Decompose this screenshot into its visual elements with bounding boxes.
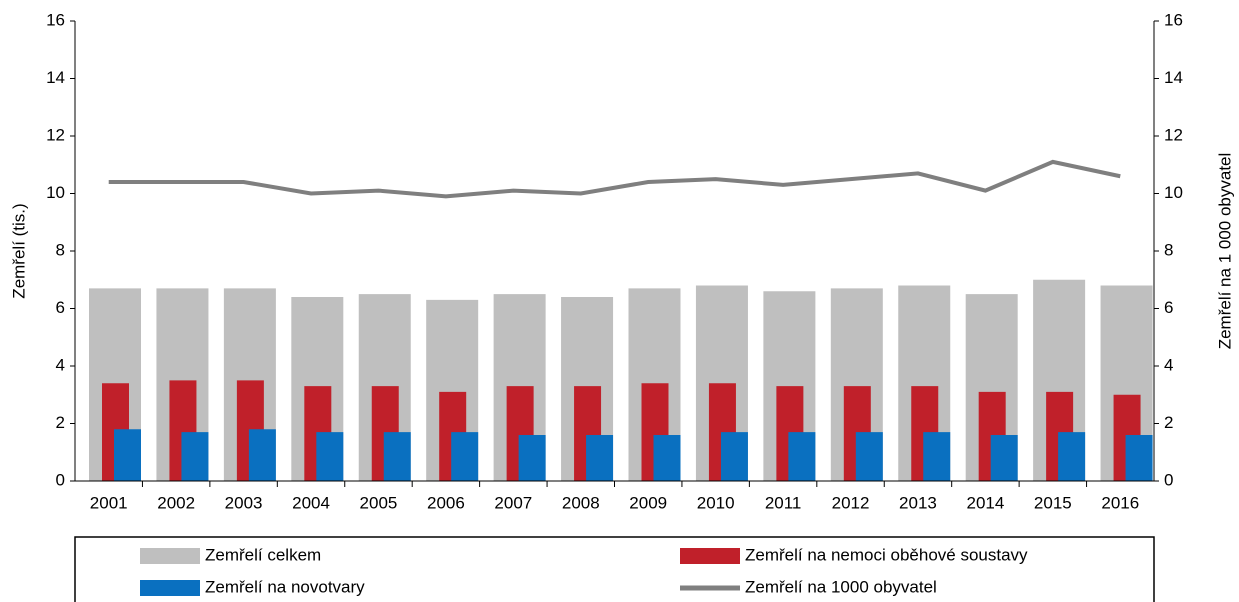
x-tick-label: 2015 [1034, 493, 1072, 512]
x-tick-label: 2016 [1101, 493, 1139, 512]
bar [1058, 432, 1086, 481]
x-tick-label: 2010 [697, 493, 735, 512]
y2-tick-label: 12 [1164, 125, 1183, 144]
legend-swatch [140, 548, 200, 564]
x-tick-label: 2008 [562, 493, 600, 512]
bar [990, 435, 1018, 481]
line [108, 159, 1121, 199]
bar [923, 432, 951, 481]
bar [114, 429, 141, 481]
x-tick-label: 2006 [427, 493, 465, 512]
bar [653, 435, 681, 481]
legend-label: Zemřelí na 1000 obyvatel [745, 577, 937, 596]
y2-tick-label: 8 [1164, 240, 1173, 259]
bar [586, 435, 614, 481]
y-tick-label: 16 [46, 10, 65, 29]
y-tick-label: 8 [56, 240, 65, 259]
x-tick-label: 2011 [765, 493, 802, 512]
y-tick-label: 6 [56, 298, 65, 317]
x-tick-label: 2002 [157, 493, 195, 512]
bar [788, 432, 816, 481]
legend-box [74, 536, 1155, 602]
legend-label: Zemřelí na novotvary [205, 577, 365, 596]
bar [1125, 435, 1153, 481]
x-tick-label: 2013 [899, 493, 937, 512]
legend-label: Zemřelí na nemoci oběhové soustavy [745, 545, 1028, 564]
bar [855, 432, 883, 481]
y2-tick-label: 16 [1164, 10, 1183, 29]
x-tick-label: 2009 [629, 493, 667, 512]
bar [316, 432, 344, 481]
bar [451, 432, 479, 481]
legend-swatch [140, 580, 200, 596]
y-tick-label: 14 [46, 68, 65, 87]
bar [383, 432, 411, 481]
y-tick-label: 12 [46, 125, 65, 144]
x-tick-label: 2004 [292, 493, 330, 512]
y2-tick-label: 4 [1164, 355, 1173, 374]
bar [720, 432, 748, 481]
y-axis-label: Zemřelí (tis.) [9, 203, 28, 298]
y2-tick-label: 14 [1164, 68, 1183, 87]
x-tick-label: 2001 [90, 493, 128, 512]
y2-tick-label: 10 [1164, 183, 1183, 202]
y-tick-label: 2 [56, 413, 65, 432]
y2-tick-label: 2 [1164, 413, 1173, 432]
x-tick-label: 2003 [225, 493, 263, 512]
y2-axis-label: Zemřelí na 1 000 obyvatel [1215, 153, 1234, 350]
x-tick-label: 2012 [832, 493, 870, 512]
y-tick-label: 4 [56, 355, 65, 374]
bar [248, 429, 276, 481]
legend-swatch [680, 548, 740, 564]
y-tick-label: 0 [56, 470, 65, 489]
bar [181, 432, 209, 481]
y-tick-label: 10 [46, 183, 65, 202]
bar [518, 435, 546, 481]
x-tick-label: 2007 [494, 493, 532, 512]
legend-label: Zemřelí celkem [205, 545, 321, 564]
y2-tick-label: 0 [1164, 470, 1173, 489]
x-tick-label: 2005 [360, 493, 398, 512]
x-tick-label: 2014 [966, 493, 1004, 512]
y2-tick-label: 6 [1164, 298, 1173, 317]
